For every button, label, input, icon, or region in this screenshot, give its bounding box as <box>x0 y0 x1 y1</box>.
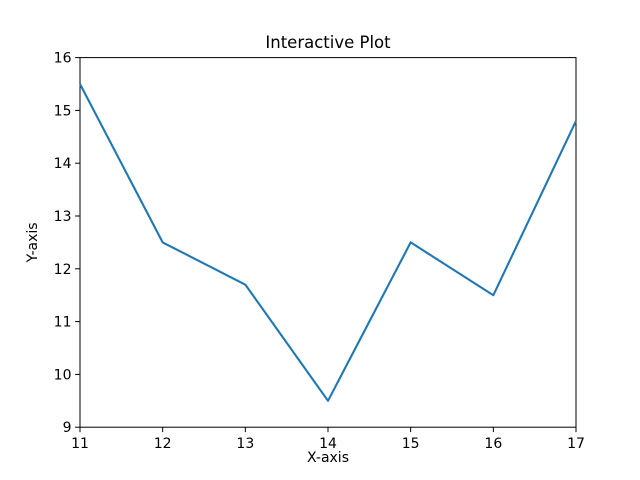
x-tick-label: 16 <box>484 436 502 452</box>
x-tick-label: 17 <box>567 436 585 452</box>
x-tick-label: 15 <box>402 436 420 452</box>
y-tick-label: 11 <box>54 315 72 331</box>
y-tick-label: 15 <box>54 103 72 119</box>
y-tick-label: 10 <box>54 367 72 383</box>
x-tick-label: 12 <box>154 436 172 452</box>
y-axis-label: Y-axis <box>25 222 41 263</box>
y-tick-label: 14 <box>54 156 72 172</box>
data-line <box>79 83 577 402</box>
data-layer <box>79 83 577 402</box>
y-tick-label: 13 <box>54 209 72 225</box>
axes-frame <box>79 57 577 428</box>
y-tick-label: 9 <box>63 420 72 436</box>
x-tick-label: 11 <box>71 436 89 452</box>
y-tick-label: 16 <box>54 51 72 67</box>
x-tick-label: 14 <box>319 436 337 452</box>
x-axis-label: X-axis <box>307 450 349 466</box>
chart-title: Interactive Plot <box>265 33 391 52</box>
axes-layer: 11 12 13 14 15 16 17 9 10 11 12 13 14 15 16 <box>54 51 585 452</box>
x-tick-label: 13 <box>236 436 254 452</box>
y-tick-label: 12 <box>54 262 72 278</box>
